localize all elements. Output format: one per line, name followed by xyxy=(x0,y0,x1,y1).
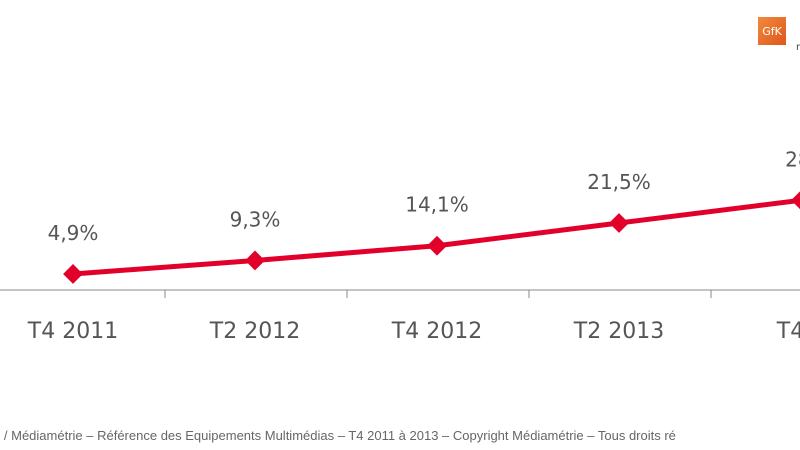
data-point xyxy=(427,235,447,256)
data-point xyxy=(63,264,83,284)
x-tick-label: T4 2 xyxy=(776,319,800,344)
data-point xyxy=(791,190,800,211)
data-label: 21,5% xyxy=(587,170,651,194)
x-tick-label: T4 2012 xyxy=(391,319,482,344)
data-label: 28, xyxy=(785,147,800,171)
gfk-logo: GfK xyxy=(758,17,786,45)
logo-tail: r xyxy=(796,42,800,53)
x-tick-label: T2 2013 xyxy=(573,319,664,344)
data-point xyxy=(245,250,265,271)
data-label: 4,9% xyxy=(48,221,99,245)
data-label: 9,3% xyxy=(230,207,281,231)
x-tick-label: T2 2012 xyxy=(209,319,300,344)
line-chart: 4,9% T4 2011 9,3% T2 2012 14,1% T4 2012 21,5% T… xyxy=(0,147,800,344)
logo-text: GfK xyxy=(762,24,782,38)
data-label: 14,1% xyxy=(405,193,469,217)
x-tick-label: T4 2011 xyxy=(27,319,118,344)
data-point xyxy=(609,213,629,233)
source-footer: fK / Médiamétrie – Référence des Equipem… xyxy=(0,428,676,443)
